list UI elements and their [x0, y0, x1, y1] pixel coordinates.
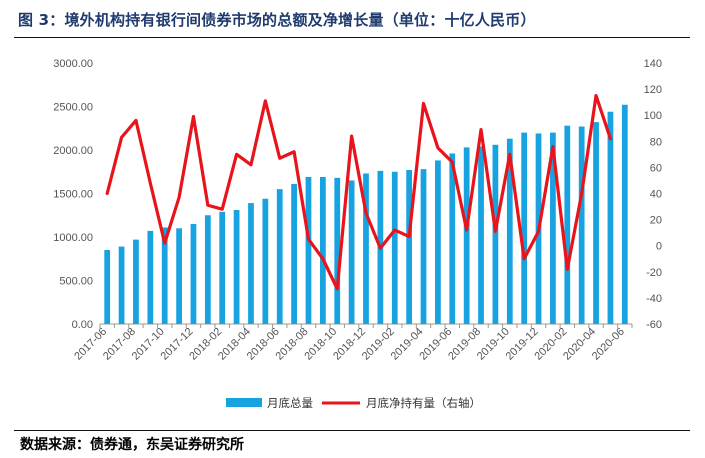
bar-2017-06 — [104, 250, 111, 324]
bar-2019-02 — [391, 171, 398, 324]
bar-2018-07 — [291, 183, 297, 324]
y-right-tick-label: 20 — [650, 215, 662, 227]
y-left-tick-label: 1000.00 — [53, 232, 93, 244]
bar-2020-02 — [564, 125, 571, 324]
legend: 月底总量 月底净持有量（右轴） — [226, 396, 481, 410]
y-right-tick-label: 60 — [650, 162, 662, 174]
legend-swatch-bar — [226, 398, 262, 407]
y-left-tick-label: 2000.00 — [53, 145, 93, 157]
bar-2018-08 — [305, 176, 312, 324]
y-right-tick-label: -40 — [646, 293, 662, 305]
y-right-tick-label: 40 — [650, 189, 662, 201]
bar-2018-09 — [319, 176, 326, 324]
data-source-note: 数据来源：债券通，东吴证券研究所 — [20, 437, 244, 453]
y-left-tick-label: 500.00 — [59, 276, 93, 288]
x-tick-label: 2020-06 — [590, 326, 627, 363]
bar-2020-05 — [607, 111, 614, 324]
bar-2018-11 — [348, 180, 355, 324]
y-right-tick-label: 0 — [656, 241, 662, 253]
bar-2018-12 — [363, 173, 369, 324]
bar-2019-04 — [420, 169, 427, 324]
y-right-tick-label: -60 — [646, 319, 662, 331]
bar-2019-06 — [449, 153, 456, 324]
y-left-tick-label: 2500.00 — [53, 102, 93, 114]
bar-2019-03 — [406, 170, 413, 324]
bar-2019-05 — [435, 160, 441, 324]
bar-2017-11 — [176, 228, 182, 324]
bar-2017-10 — [161, 227, 168, 324]
bar-2018-06 — [276, 189, 283, 324]
bar-2019-08 — [478, 146, 484, 324]
bar-2018-10 — [334, 177, 341, 324]
y-right-tick-label: 80 — [650, 136, 662, 148]
chart-title: 图 3：境外机构持有银行间债券市场的总额及净增长量（单位：十亿人民币） — [18, 11, 536, 29]
bar-2018-03 — [233, 210, 240, 324]
bar-2019-11 — [521, 132, 528, 324]
legend-label-bar: 月底总量 — [267, 396, 313, 410]
bar-series-layer — [104, 104, 628, 324]
axis-layer: 0.00 500.00 1000.00 1500.00 2000.00 2500.00 30… — [53, 58, 662, 363]
bar-2017-08 — [133, 239, 139, 324]
bar-2017-09 — [147, 230, 154, 324]
bar-2018-02 — [219, 211, 226, 324]
line-series-net-holding — [105, 94, 613, 291]
bar-2019-09 — [492, 144, 499, 324]
bar-2018-01 — [204, 215, 211, 324]
title-divider — [14, 37, 690, 38]
bar-2020-06 — [621, 104, 628, 324]
bar-2020-03 — [578, 126, 585, 324]
bar-2017-07 — [118, 246, 125, 324]
legend-label-line: 月底净持有量（右轴） — [366, 396, 481, 410]
bar-2018-04 — [248, 203, 254, 324]
bar-2019-07 — [463, 147, 470, 324]
y-left-tick-label: 0.00 — [72, 319, 93, 331]
footer-divider — [14, 430, 690, 431]
y-right-tick-label: 100 — [644, 110, 662, 122]
bar-2018-05 — [262, 198, 269, 324]
bar-2017-12 — [190, 223, 197, 324]
line-series-layer — [105, 94, 613, 291]
bar-2019-10 — [506, 138, 513, 324]
y-right-tick-label: 120 — [644, 84, 662, 96]
y-left-tick-label: 3000.00 — [53, 58, 93, 70]
bar-2020-04 — [593, 122, 599, 324]
bar-2020-01 — [550, 132, 556, 324]
y-left-tick-label: 1500.00 — [53, 189, 93, 201]
y-right-tick-label: 140 — [644, 58, 662, 70]
y-right-tick-label: -20 — [646, 267, 662, 279]
